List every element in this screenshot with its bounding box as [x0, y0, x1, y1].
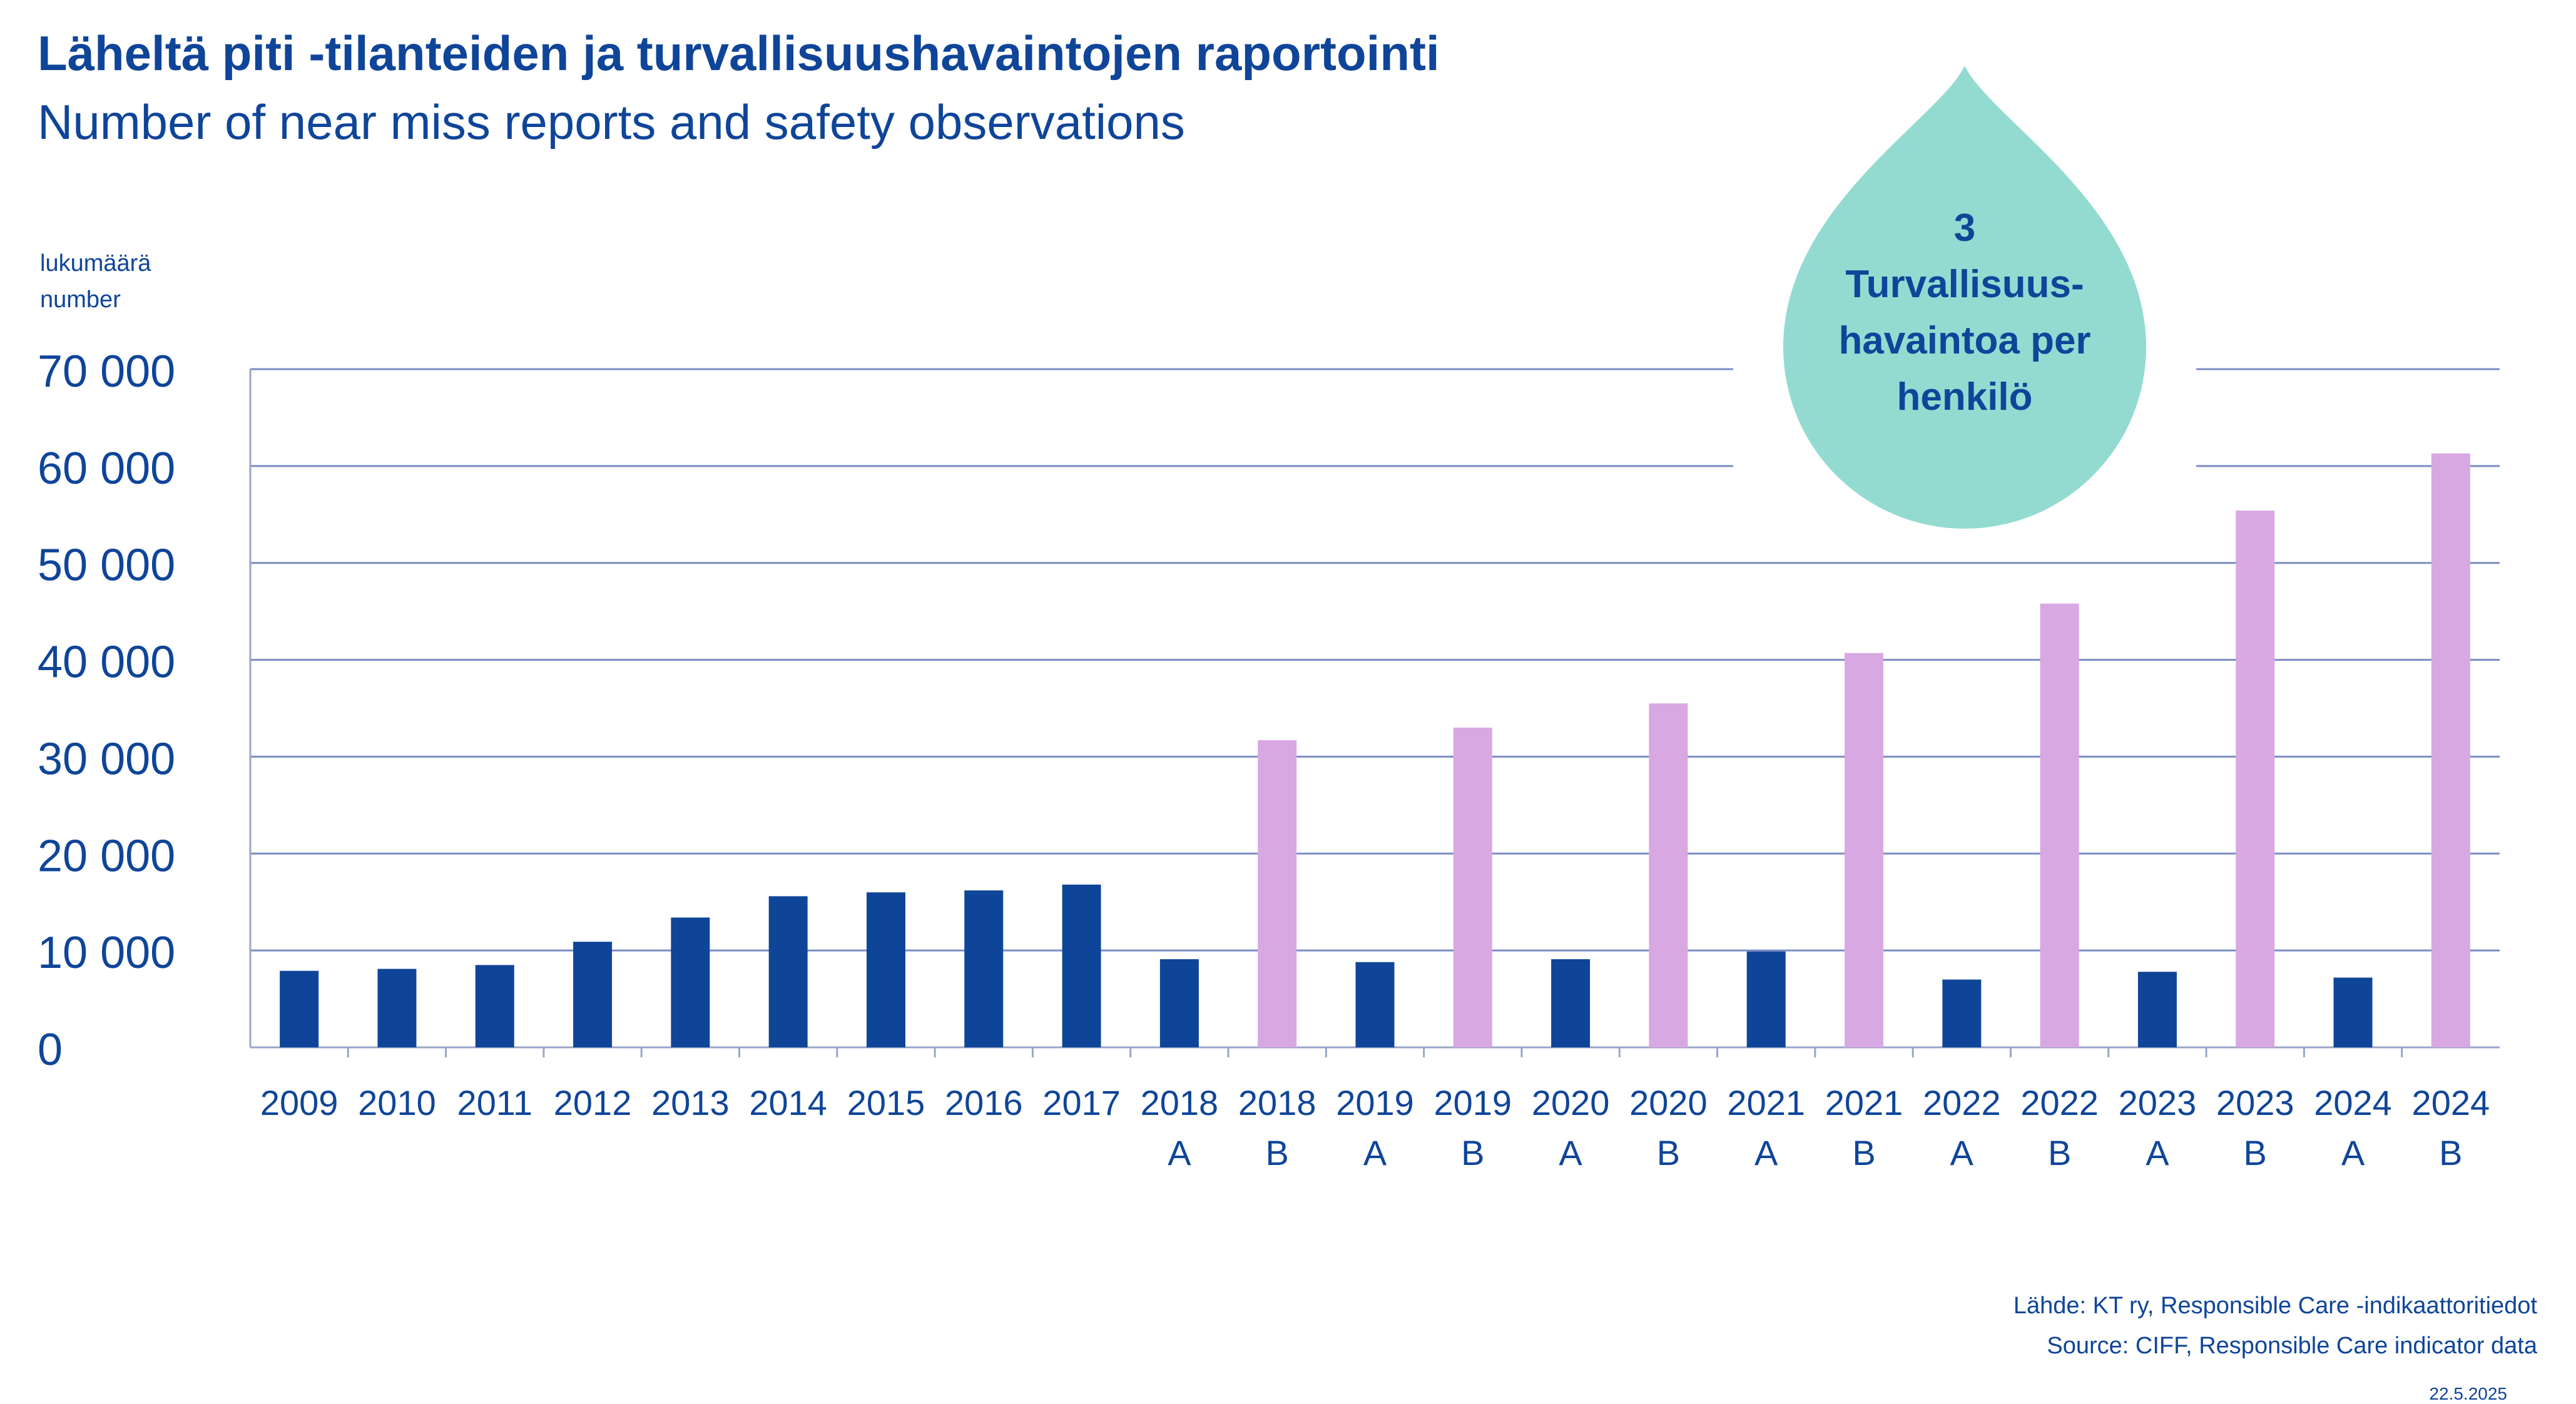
- y-tick-label: 30 000: [38, 734, 175, 784]
- bar: [2431, 453, 2470, 1047]
- y-tick-label: 0: [38, 1025, 63, 1075]
- y-axis-unit-label: lukumäärä number: [40, 245, 151, 318]
- bar: [2137, 972, 2177, 1047]
- x-tick-sublabel: B: [1852, 1133, 1875, 1173]
- x-tick-label: 2019: [1336, 1083, 1414, 1122]
- bar: [2040, 603, 2079, 1047]
- bar: [1355, 962, 1395, 1047]
- x-tick-label: 2013: [651, 1083, 730, 1122]
- x-tick-sublabel: B: [1266, 1133, 1289, 1173]
- x-tick-label: 2018: [1141, 1083, 1219, 1122]
- x-tick-label: 2010: [358, 1083, 436, 1122]
- y-tick-label: 20 000: [38, 831, 175, 881]
- callout-text: henkilö: [1896, 375, 2032, 419]
- bar: [280, 970, 319, 1047]
- x-tick-label: 2021: [1727, 1083, 1805, 1122]
- x-tick-sublabel: A: [1559, 1133, 1582, 1173]
- x-tick-label: 2023: [2119, 1083, 2197, 1122]
- x-tick-label: 2020: [1532, 1083, 1610, 1122]
- bar: [2333, 977, 2373, 1047]
- bar: [1746, 951, 1786, 1047]
- callout-droplet: [1783, 66, 2146, 529]
- x-tick-label: 2009: [260, 1083, 339, 1122]
- x-tick-sublabel: A: [1168, 1133, 1191, 1173]
- x-tick-label: 2020: [1629, 1083, 1708, 1122]
- callout-text: 3: [1954, 206, 1975, 250]
- bar: [475, 965, 514, 1047]
- bar: [2236, 511, 2275, 1047]
- x-tick-sublabel: A: [2146, 1133, 2169, 1173]
- source-fi: Lähde: KT ry, Responsible Care -indikaat…: [2013, 1293, 2537, 1319]
- x-tick-sublabel: B: [2439, 1133, 2462, 1173]
- x-tick-label: 2024: [2412, 1083, 2490, 1122]
- x-tick-sublabel: A: [2341, 1133, 2365, 1173]
- page-subtitle: Number of near miss reports and safety o…: [38, 94, 1185, 150]
- bar: [1551, 959, 1591, 1047]
- x-tick-sublabel: B: [1657, 1133, 1680, 1173]
- bar: [964, 890, 1004, 1047]
- x-tick-label: 2014: [749, 1083, 827, 1122]
- x-tick-label: 2022: [1923, 1083, 2001, 1122]
- source-en: Source: CIFF, Responsible Care indicator…: [2047, 1333, 2537, 1359]
- x-tick-label: 2012: [554, 1083, 632, 1122]
- y-tick-label: 60 000: [38, 444, 175, 494]
- bar: [573, 942, 613, 1047]
- y-tick-label: 40 000: [38, 638, 175, 688]
- bar: [768, 896, 808, 1047]
- x-tick-sublabel: B: [2048, 1133, 2071, 1173]
- y-unit-fi: lukumäärä: [40, 250, 151, 277]
- bar: [1845, 653, 1884, 1047]
- callout-text: Turvallisuus-: [1845, 263, 2084, 306]
- x-tick-label: 2015: [847, 1083, 925, 1122]
- y-tick-label: 50 000: [38, 541, 175, 591]
- bar: [1062, 884, 1101, 1047]
- x-tick-label: 2016: [945, 1083, 1023, 1122]
- bar: [1942, 979, 1982, 1047]
- x-tick-label: 2019: [1434, 1083, 1512, 1122]
- source-note: Lähde: KT ry, Responsible Care -indikaat…: [2013, 1286, 2537, 1366]
- x-tick-sublabel: B: [2244, 1133, 2267, 1173]
- bar: [866, 892, 905, 1047]
- callout-text: havaintoa per: [1838, 319, 2090, 362]
- bar: [1159, 959, 1199, 1047]
- x-tick-sublabel: A: [1363, 1133, 1387, 1173]
- x-tick-label: 2022: [2020, 1083, 2099, 1122]
- publication-date: 22.5.2025: [2429, 1384, 2507, 1403]
- bar: [1453, 727, 1492, 1047]
- x-tick-label: 2017: [1042, 1083, 1121, 1122]
- x-tick-label: 2018: [1238, 1083, 1316, 1122]
- x-tick-label: 2011: [457, 1083, 532, 1122]
- y-unit-en: number: [40, 287, 121, 313]
- y-tick-label: 70 000: [38, 347, 175, 397]
- page-title: Läheltä piti -tilanteiden ja turvallisuu…: [38, 26, 1440, 81]
- bar: [671, 917, 710, 1047]
- bar: [1649, 703, 1688, 1047]
- bar: [1258, 740, 1297, 1047]
- x-tick-label: 2021: [1825, 1083, 1903, 1122]
- y-tick-label: 10 000: [38, 928, 175, 978]
- x-tick-sublabel: B: [1461, 1133, 1484, 1173]
- x-tick-sublabel: A: [1754, 1133, 1778, 1173]
- bar: [377, 969, 417, 1047]
- x-tick-label: 2024: [2314, 1083, 2392, 1122]
- x-tick-label: 2023: [2216, 1083, 2294, 1122]
- x-tick-sublabel: A: [1950, 1133, 1974, 1173]
